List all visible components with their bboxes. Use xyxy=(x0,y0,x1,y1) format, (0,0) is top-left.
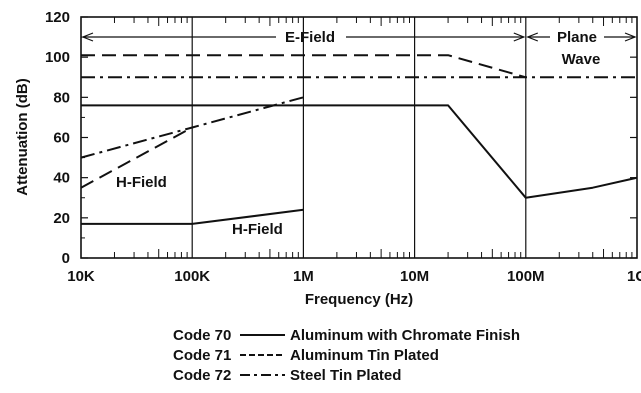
e-field-arrow xyxy=(81,32,526,42)
legend-entry: Code 70 Aluminum with Chromate Finish xyxy=(173,327,520,344)
legend-entry: Code 72 Steel Tin Plated xyxy=(173,367,401,384)
x-tick-label: 1G xyxy=(627,268,641,285)
legend-code: Code 70 xyxy=(173,327,231,344)
y-tick-label: 60 xyxy=(53,130,70,147)
plane-wave-label-line2: Wave xyxy=(562,51,601,68)
y-tick-label: 20 xyxy=(53,210,70,227)
y-tick-label: 0 xyxy=(62,250,70,267)
plot-area xyxy=(80,16,638,259)
x-tick-label: 1M xyxy=(293,268,314,285)
arrow-head-left xyxy=(526,32,539,42)
legend-entry: Code 71 Aluminum Tin Plated xyxy=(173,347,439,364)
x-tick-label: 10M xyxy=(400,268,429,285)
legend-code: Code 71 xyxy=(173,347,231,364)
plane-wave-label-line1: Plane xyxy=(557,29,597,46)
series-code-72 xyxy=(80,76,637,159)
arrow-head-right xyxy=(624,32,637,42)
arrow-head-right xyxy=(513,32,526,42)
h-field-upper-label: H-Field xyxy=(116,174,167,191)
plane-wave-arrow xyxy=(526,32,637,42)
series-line xyxy=(81,54,527,79)
series-code-70 xyxy=(81,104,638,225)
h-field-lower-label: H-Field xyxy=(232,221,283,238)
x-axis-title: Frequency (Hz) xyxy=(305,291,413,308)
x-tick-label: 100K xyxy=(174,268,210,285)
x-tick-label: 10K xyxy=(67,268,95,285)
legend-text: Aluminum Tin Plated xyxy=(290,347,439,364)
y-axis-title: Attenuation (dB) xyxy=(14,78,31,195)
e-field-label: E-Field xyxy=(285,29,335,46)
legend-text: Aluminum with Chromate Finish xyxy=(290,327,520,344)
y-tick-label: 40 xyxy=(53,170,70,187)
x-tick-label: 100M xyxy=(507,268,545,285)
y-tick-label: 100 xyxy=(45,49,70,66)
series-code-71 xyxy=(80,54,527,189)
series-line xyxy=(81,208,304,225)
arrow-head-left xyxy=(81,32,94,42)
y-tick-label: 80 xyxy=(53,89,70,106)
series-line xyxy=(80,126,193,189)
legend-code: Code 72 xyxy=(173,367,231,384)
legend-text: Steel Tin Plated xyxy=(290,367,401,384)
series-line xyxy=(81,104,638,199)
series-line xyxy=(80,96,304,159)
y-tick-label: 120 xyxy=(45,9,70,26)
